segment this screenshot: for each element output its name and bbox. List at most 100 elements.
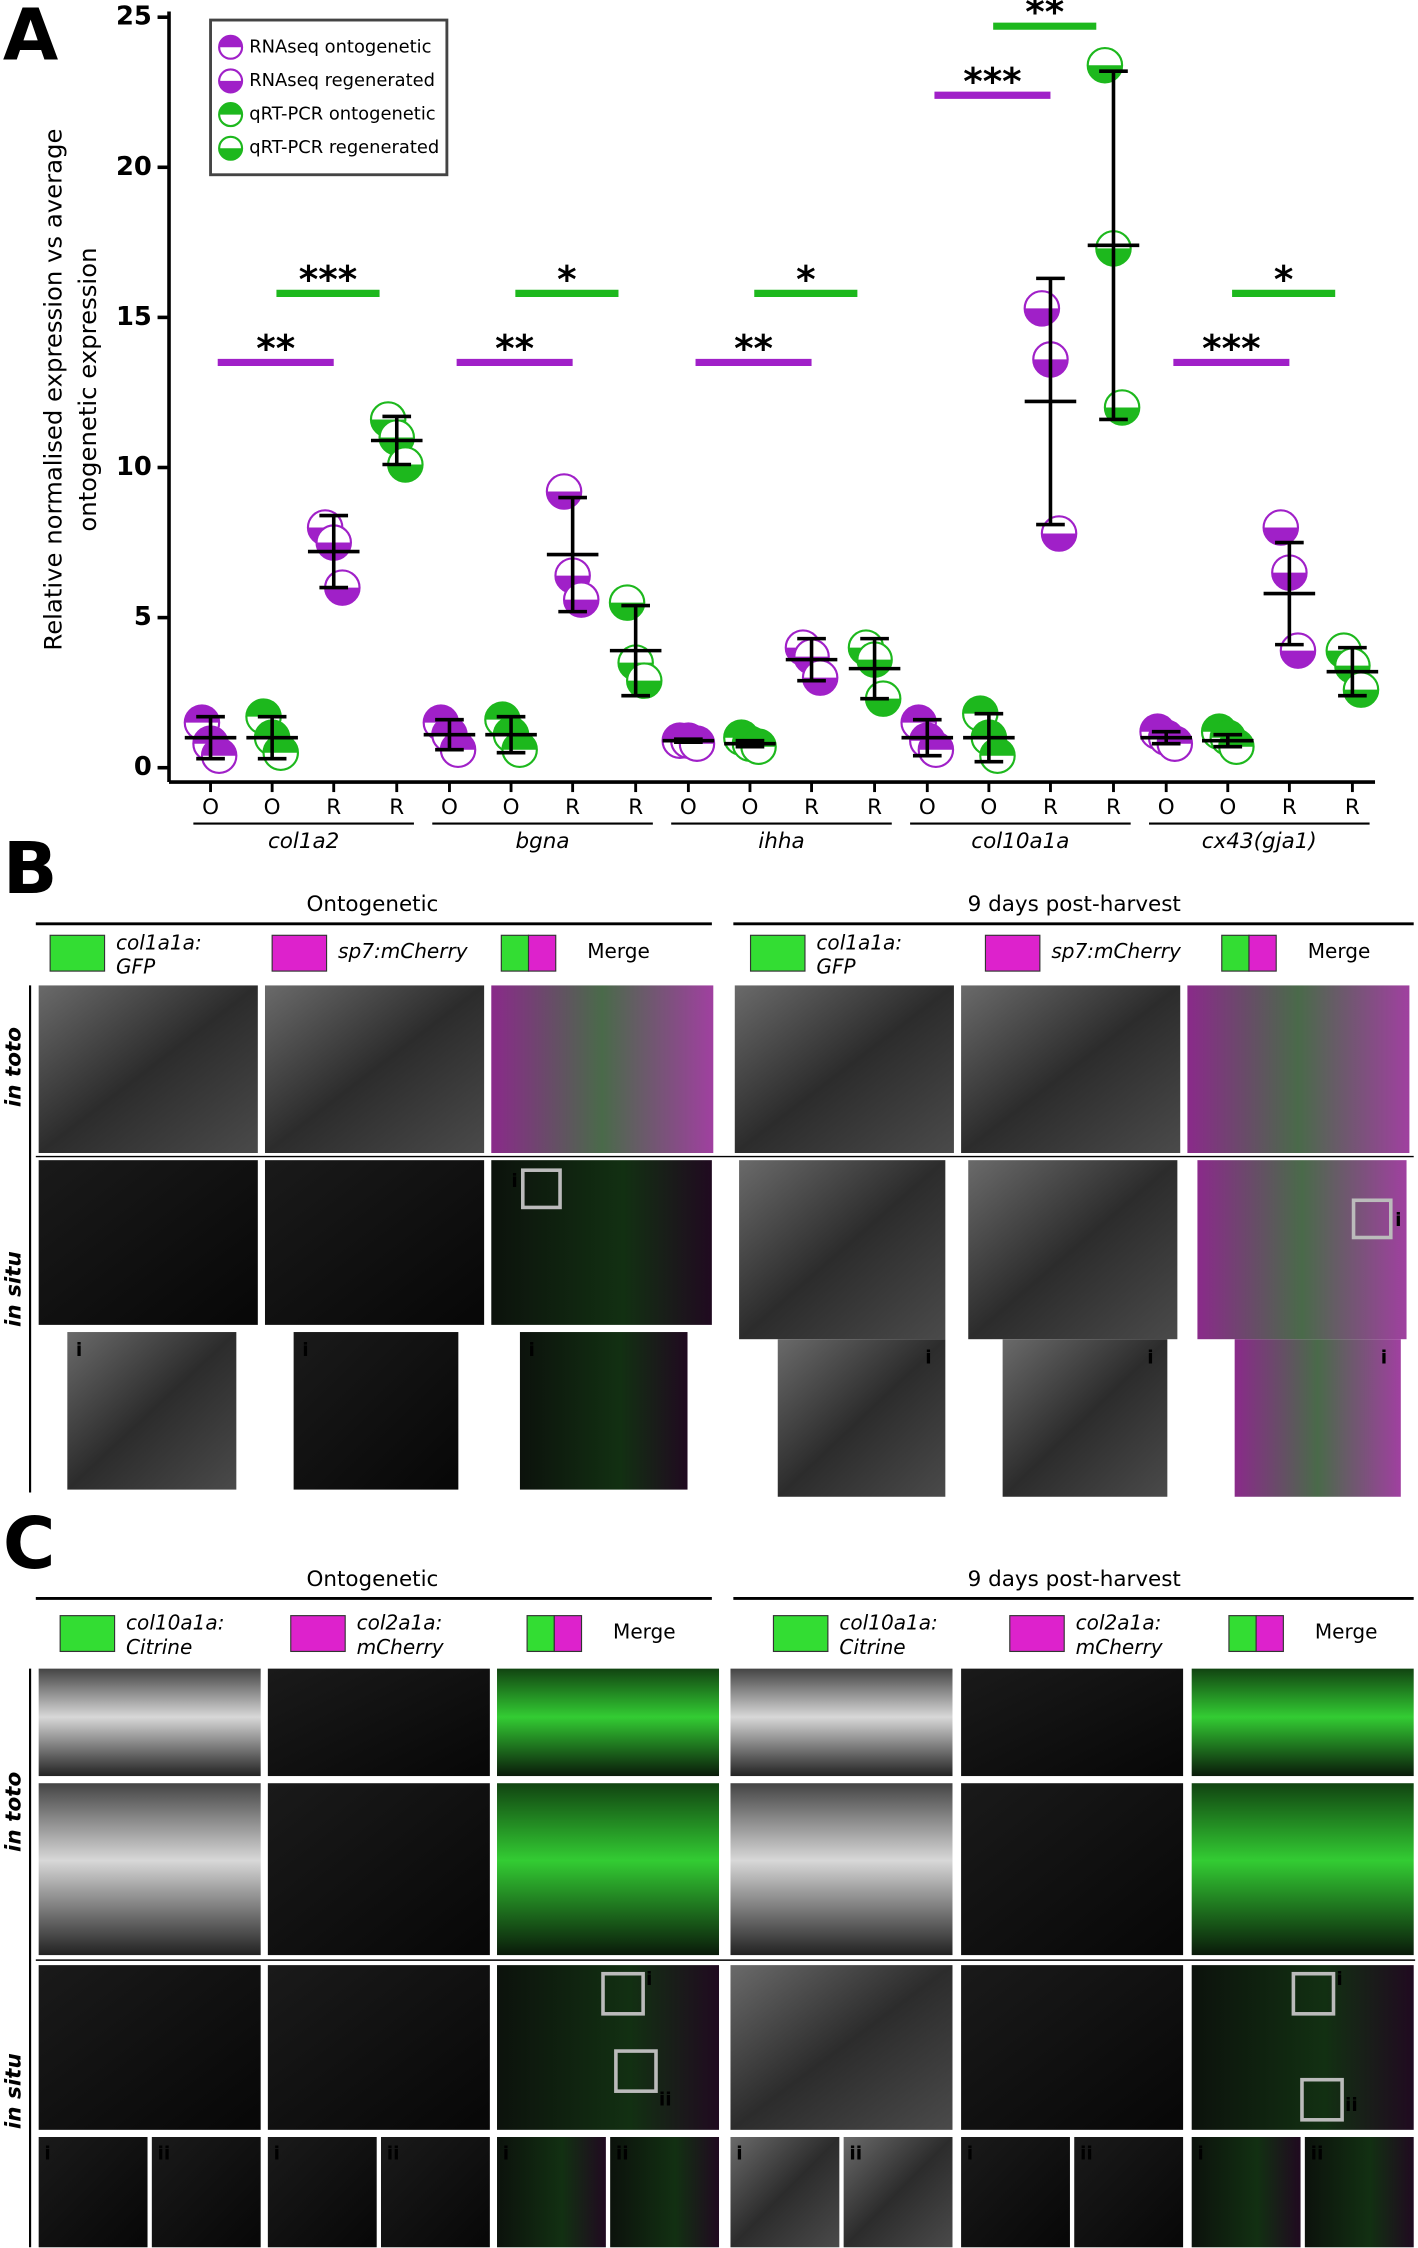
- micrograph: [961, 1668, 1184, 1777]
- column-title: Ontogenetic: [306, 1567, 438, 1592]
- channel-label: col10a1a:: [839, 1611, 937, 1635]
- marker: [1279, 632, 1317, 669]
- marker-fill: [1041, 533, 1077, 551]
- channel-label: GFP: [116, 955, 156, 979]
- micrograph: [38, 1783, 261, 1956]
- marker: [218, 135, 244, 161]
- inset-label: ii: [849, 2144, 862, 2165]
- error-bar: [1213, 732, 1243, 749]
- micrograph: [497, 1965, 720, 2130]
- inset-label: i: [529, 1340, 535, 1361]
- marker-fill: [219, 80, 243, 93]
- category-label: col1a2: [268, 829, 339, 854]
- legend-label: RNAseq regenerated: [249, 70, 435, 91]
- error-bar: [435, 717, 464, 752]
- error-bar: [797, 636, 826, 683]
- marker-fill: [1024, 308, 1060, 326]
- error-bar: [257, 714, 287, 761]
- micrograph: [519, 1332, 688, 1490]
- inset-label: ii: [1311, 2144, 1324, 2165]
- swatch: [500, 934, 530, 972]
- y-axis-label: Relative normalised expression vs averag…: [38, 129, 67, 651]
- swatch: [1248, 934, 1277, 972]
- channel-label: Citrine: [126, 1635, 192, 1659]
- channel-label: col2a1a:: [357, 1611, 443, 1635]
- micrograph: [610, 2136, 720, 2248]
- channel-label: col1a1a:: [816, 930, 902, 954]
- x-tick-label: O: [503, 795, 520, 820]
- micrograph: [843, 2136, 953, 2248]
- x-tick-label: O: [919, 795, 936, 820]
- inset-label: i: [1395, 1210, 1401, 1231]
- micrograph: [961, 1965, 1184, 2130]
- marker: [1342, 671, 1380, 708]
- inset-box: [1291, 1971, 1336, 2016]
- y-axis-label: ontogenetic expression: [73, 248, 102, 532]
- micrograph: [1187, 985, 1410, 1154]
- legend-label: RNAseq ontogenetic: [249, 36, 431, 57]
- marker-fill: [1280, 650, 1316, 668]
- category-label: cx43(gja1): [1202, 829, 1317, 854]
- y-tick-label: 25: [116, 2, 152, 32]
- micrograph: [264, 1160, 485, 1325]
- x-tick-label: O: [680, 795, 697, 820]
- micrograph: [730, 1783, 953, 1956]
- micrograph: [38, 1160, 258, 1325]
- micrograph: [1002, 1339, 1168, 1497]
- micrograph: [1074, 2136, 1184, 2248]
- inset-box: [614, 2049, 658, 2093]
- significance-label: *: [1274, 257, 1293, 301]
- marker-fill: [1087, 65, 1123, 83]
- inset-label: i: [1147, 1347, 1153, 1368]
- micrograph: [730, 1965, 953, 2130]
- channel-label: sp7:mCherry: [1051, 939, 1182, 963]
- x-tick-label: O: [742, 795, 759, 820]
- marker: [608, 584, 646, 621]
- micrograph: [264, 985, 485, 1154]
- inset-label: ii: [387, 2144, 400, 2165]
- significance-label: *: [796, 257, 815, 301]
- inset-label: i: [503, 2144, 509, 2165]
- micrograph: [1234, 1339, 1401, 1497]
- micrograph: [491, 1160, 712, 1325]
- marker-fill: [325, 587, 360, 605]
- swatch: [59, 1615, 116, 1653]
- marker: [545, 473, 583, 510]
- y-tick-label: 10: [116, 452, 152, 482]
- micrograph: [961, 1783, 1184, 1956]
- swatch: [49, 934, 106, 972]
- marker-fill: [219, 148, 243, 160]
- panel-label: A: [3, 0, 59, 77]
- marker-fill: [546, 491, 582, 509]
- marker: [262, 734, 299, 771]
- channel-label: GFP: [816, 955, 856, 979]
- inset-label: ii: [1345, 2095, 1358, 2116]
- row-label: in situ: [1, 1251, 26, 1327]
- micrograph: [1191, 1668, 1414, 1777]
- micrograph: [1191, 2136, 1301, 2248]
- marker: [200, 737, 238, 774]
- y-tick-label: 15: [116, 302, 152, 332]
- error-bar: [621, 603, 650, 698]
- micrograph: [497, 1668, 720, 1777]
- error-bar: [860, 636, 889, 701]
- channel-label: col1a1a:: [116, 930, 202, 954]
- swatch: [271, 934, 328, 972]
- channel-label: col2a1a:: [1076, 1611, 1162, 1635]
- inset-label: i: [736, 2144, 742, 2165]
- marker: [1040, 515, 1078, 552]
- error-bar: [558, 495, 587, 614]
- inset-label: i: [302, 1340, 308, 1361]
- micrograph: [267, 1783, 490, 1956]
- micrograph: [1197, 1160, 1407, 1340]
- x-tick-label: R: [628, 795, 643, 820]
- marker-fill: [1263, 527, 1298, 545]
- error-bar: [496, 714, 526, 755]
- marker: [625, 662, 663, 699]
- swatch: [749, 934, 806, 972]
- marker-fill: [388, 464, 423, 482]
- x-tick-label: R: [1282, 795, 1297, 820]
- marker: [1023, 290, 1061, 327]
- legend-box: [209, 18, 449, 177]
